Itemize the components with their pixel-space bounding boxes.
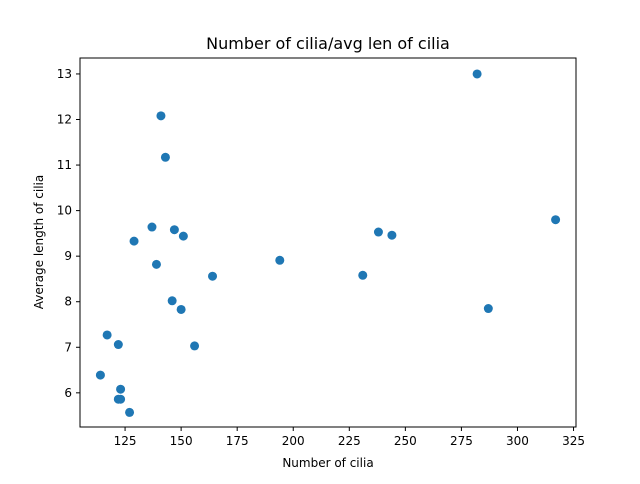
chart-title: Number of cilia/avg len of cilia bbox=[206, 34, 450, 53]
x-axis-label: Number of cilia bbox=[282, 456, 373, 470]
y-tick-label-5: 11 bbox=[57, 158, 72, 172]
data-points bbox=[95, 69, 561, 417]
data-point-19 bbox=[358, 270, 368, 280]
y-tick-label-3: 9 bbox=[64, 249, 72, 263]
data-point-7 bbox=[129, 236, 139, 246]
data-point-12 bbox=[167, 296, 177, 306]
data-point-21 bbox=[387, 230, 397, 240]
x-tick-label-7: 300 bbox=[506, 434, 529, 448]
data-point-18 bbox=[275, 255, 285, 265]
data-point-13 bbox=[169, 225, 179, 235]
data-point-14 bbox=[176, 304, 186, 314]
x-tick-label-3: 200 bbox=[282, 434, 305, 448]
y-tick-label-2: 8 bbox=[64, 295, 72, 309]
data-point-23 bbox=[483, 304, 493, 314]
y-tick-label-0: 6 bbox=[64, 386, 72, 400]
data-point-0 bbox=[95, 370, 105, 380]
data-point-20 bbox=[373, 227, 383, 237]
y-tick-label-6: 12 bbox=[57, 113, 72, 127]
x-tick-label-8: 325 bbox=[562, 434, 585, 448]
y-axis-label: Average length of cilia bbox=[32, 175, 46, 310]
data-point-16 bbox=[190, 341, 200, 351]
data-point-6 bbox=[125, 407, 135, 417]
data-point-9 bbox=[151, 259, 161, 269]
data-point-1 bbox=[102, 330, 112, 340]
data-point-11 bbox=[160, 152, 170, 162]
data-point-8 bbox=[147, 222, 157, 232]
data-point-2 bbox=[113, 340, 123, 350]
y-tick-label-1: 7 bbox=[64, 340, 72, 354]
data-point-22 bbox=[472, 69, 482, 79]
y-tick-label-4: 10 bbox=[57, 204, 72, 218]
x-tick-label-0: 125 bbox=[114, 434, 137, 448]
data-point-15 bbox=[178, 231, 188, 241]
x-tick-label-2: 175 bbox=[226, 434, 249, 448]
axes: 125 150 175 200 225 250 275 300 325 6 7 8 9 10 11 12 13 bbox=[57, 57, 585, 448]
data-point-24 bbox=[551, 215, 561, 225]
x-tick-label-1: 150 bbox=[170, 434, 193, 448]
data-point-4 bbox=[116, 384, 126, 394]
data-point-5 bbox=[116, 394, 126, 404]
x-tick-label-5: 250 bbox=[394, 434, 417, 448]
x-tick-label-6: 275 bbox=[450, 434, 473, 448]
x-tick-label-4: 225 bbox=[338, 434, 361, 448]
plot-frame bbox=[79, 57, 577, 428]
y-tick-label-7: 13 bbox=[57, 67, 72, 81]
data-point-10 bbox=[156, 111, 166, 121]
data-point-17 bbox=[208, 271, 218, 281]
